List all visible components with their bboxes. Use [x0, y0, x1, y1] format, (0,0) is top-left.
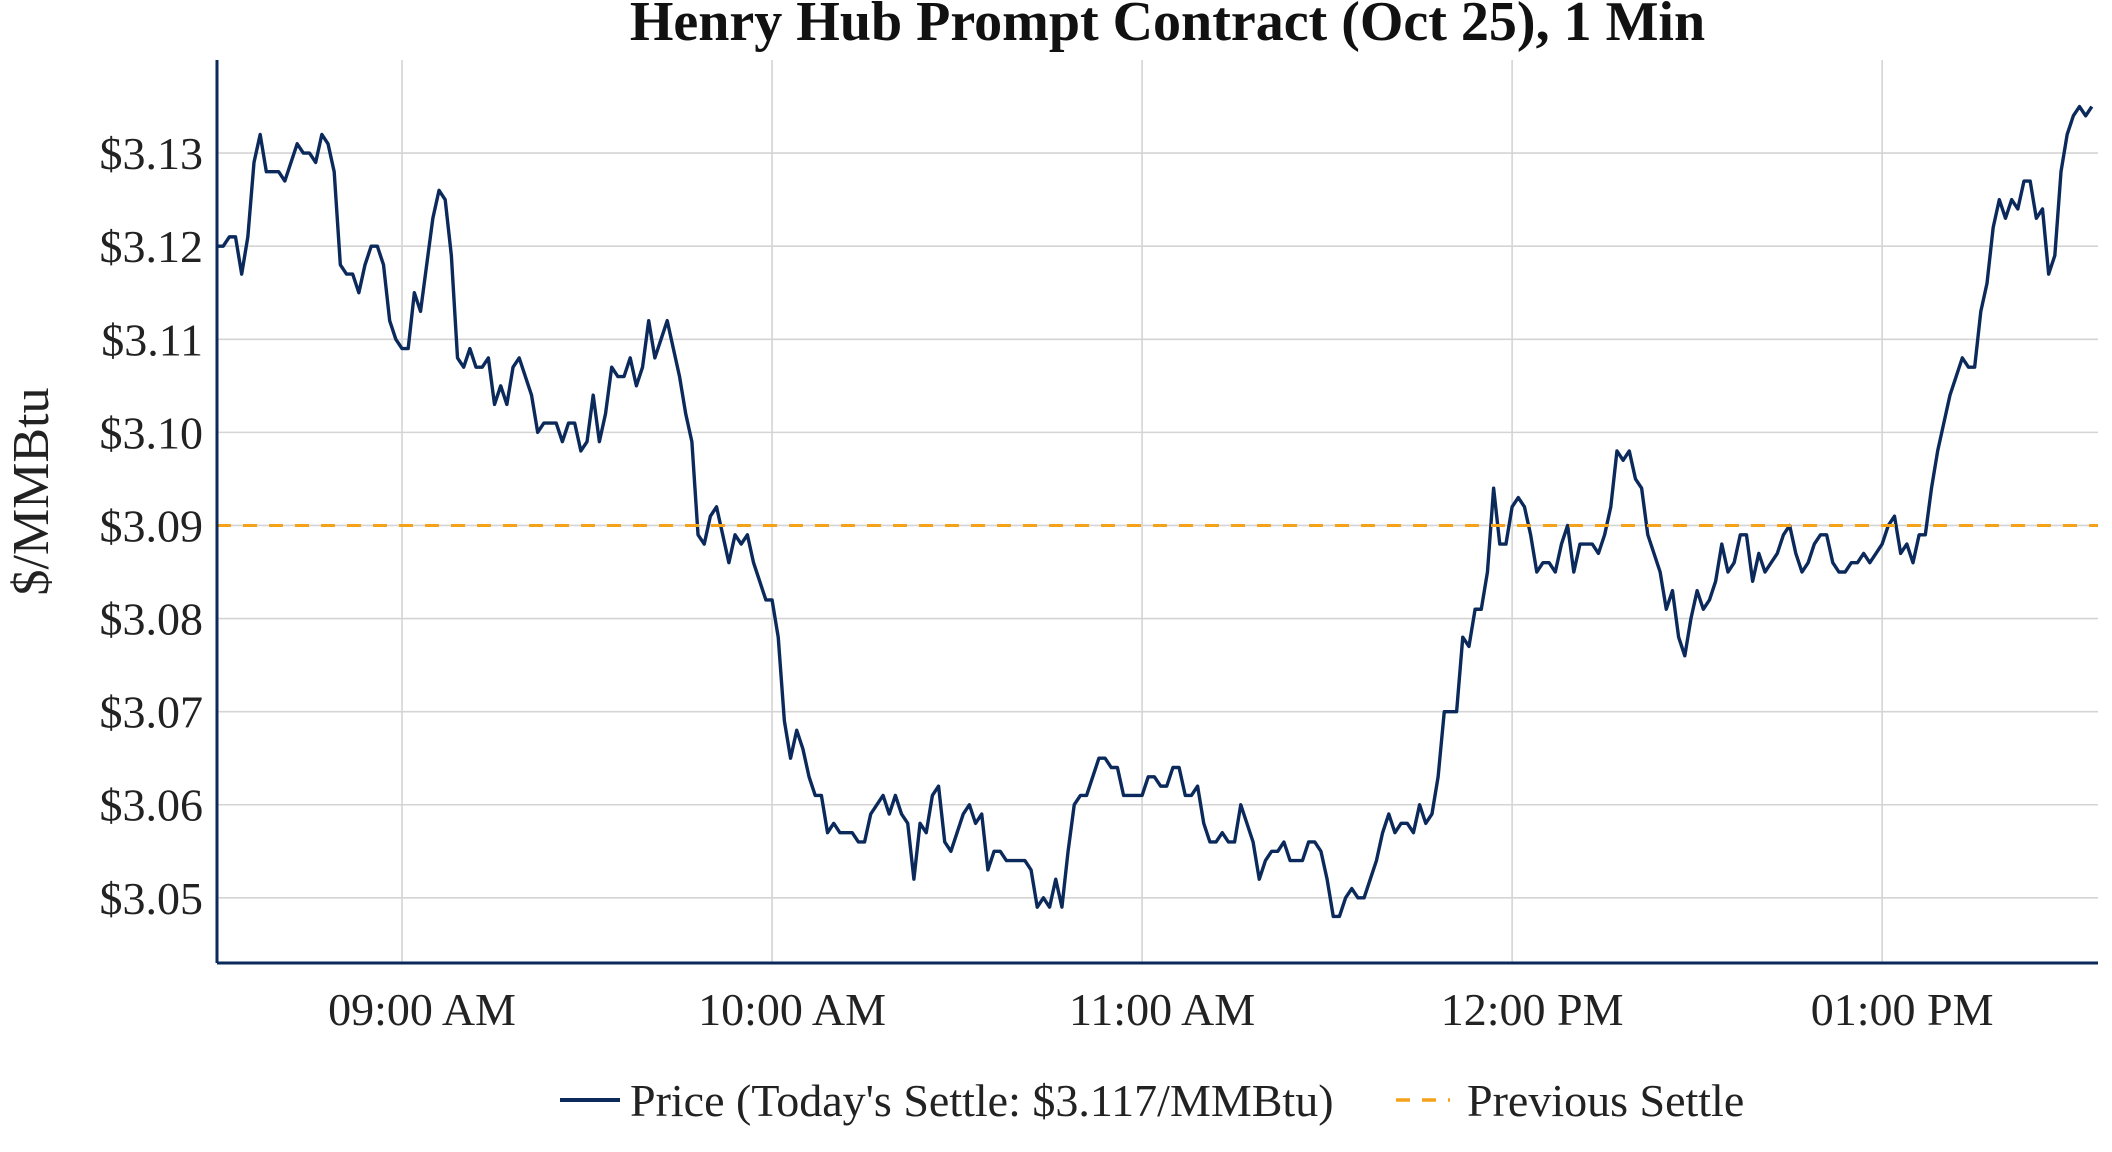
- legend-label-price: Price (Today's Settle: $3.117/MMBtu): [630, 1075, 1334, 1126]
- legend-label-previous-settle: Previous Settle: [1467, 1075, 1744, 1126]
- x-tick-label: 09:00 AM: [328, 984, 516, 1035]
- y-tick-label: $3.08: [100, 594, 204, 645]
- y-tick-label: $3.11: [101, 314, 203, 365]
- x-tick-label: 11:00 AM: [1069, 984, 1255, 1035]
- legend: Price (Today's Settle: $3.117/MMBtu) Pre…: [560, 1075, 1744, 1126]
- y-tick-label: $3.06: [100, 780, 204, 831]
- y-axis-ticks: $3.05 $3.06 $3.07 $3.08 $3.09 $3.10 $3.11 $3.12…: [100, 128, 204, 924]
- price-line: [217, 104, 2094, 919]
- x-tick-label: 01:00 PM: [1811, 984, 1994, 1035]
- gridlines: [217, 60, 2098, 963]
- axes: [215, 60, 2098, 965]
- x-tick-label: 12:00 PM: [1441, 984, 1624, 1035]
- plot-series: [217, 104, 2098, 919]
- y-tick-label: $3.09: [100, 500, 204, 551]
- x-tick-label: 10:00 AM: [698, 984, 886, 1035]
- y-axis-title: $/MMBtu: [3, 387, 60, 595]
- x-axis-ticks: 09:00 AM 10:00 AM 11:00 AM 12:00 PM 01:00 PM: [328, 984, 1993, 1035]
- y-tick-label: $3.10: [100, 407, 204, 458]
- chart-title: Henry Hub Prompt Contract (Oct 25), 1 Mi…: [630, 0, 1705, 53]
- y-tick-label: $3.13: [100, 128, 204, 179]
- y-tick-label: $3.07: [100, 687, 204, 738]
- y-tick-label: $3.12: [100, 221, 204, 272]
- y-tick-label: $3.05: [100, 873, 204, 924]
